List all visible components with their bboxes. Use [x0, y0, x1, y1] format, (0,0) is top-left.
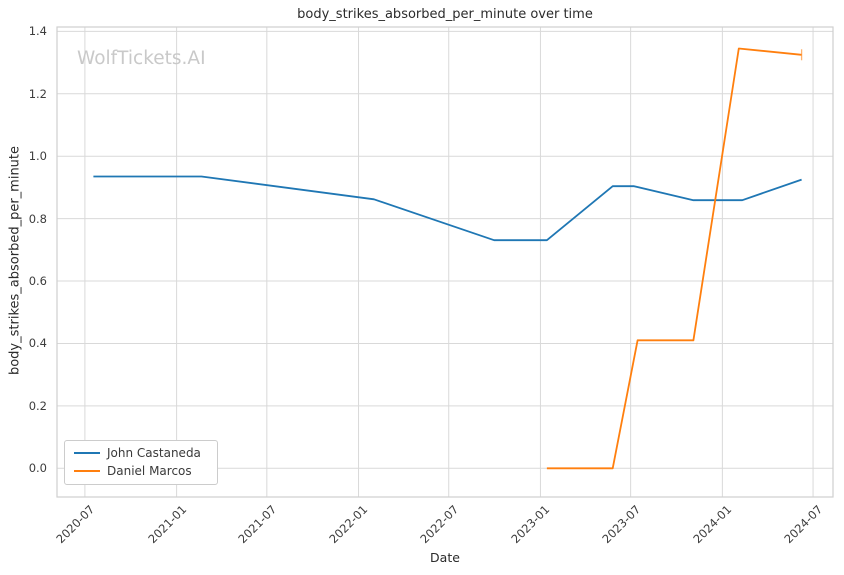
- y-tick-label: 0.8: [28, 211, 47, 226]
- series-line-john-castaneda: [93, 175, 802, 242]
- y-tick-label: 0.6: [28, 274, 47, 289]
- legend-item: Daniel Marcos: [74, 463, 207, 479]
- y-tick-label: 1.2: [28, 86, 47, 101]
- legend-label: John Castaneda: [107, 446, 201, 460]
- legend: John Castaneda Daniel Marcos: [64, 440, 218, 485]
- chart-title: body_strikes_absorbed_per_minute over ti…: [297, 7, 593, 22]
- watermark: WolfTickets.AI: [77, 48, 206, 69]
- y-tick-label: 0.4: [28, 336, 47, 351]
- plot-border: [56, 26, 834, 498]
- legend-line-sample: [74, 469, 100, 473]
- legend-item: John Castaneda: [74, 445, 207, 461]
- series-line-daniel-marcos: [546, 47, 802, 470]
- y-tick-label: 1.4: [28, 24, 47, 39]
- y-tick-label: 0.0: [28, 461, 47, 476]
- y-tick-label: 0.2: [28, 398, 47, 413]
- legend-label: Daniel Marcos: [107, 464, 192, 478]
- y-axis-label: body_strikes_absorbed_per_minute: [7, 145, 23, 376]
- y-tick-label: 1.0: [28, 149, 47, 164]
- legend-line-sample: [74, 451, 100, 455]
- x-axis-label: Date: [430, 550, 460, 565]
